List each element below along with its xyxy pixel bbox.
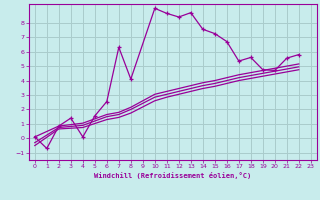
X-axis label: Windchill (Refroidissement éolien,°C): Windchill (Refroidissement éolien,°C) bbox=[94, 172, 252, 179]
